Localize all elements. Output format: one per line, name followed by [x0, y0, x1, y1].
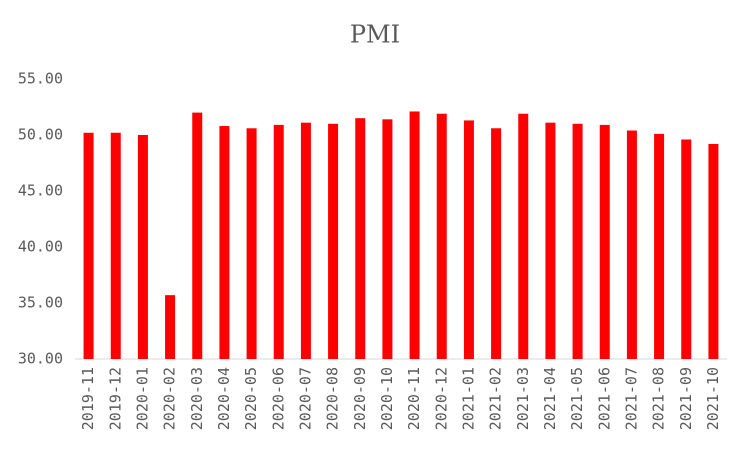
bar — [355, 118, 366, 359]
bar — [436, 113, 447, 359]
bar — [572, 123, 583, 359]
bar — [681, 139, 692, 359]
x-tick-label: 2020-05 — [242, 367, 260, 430]
x-tick-label: 2021-09 — [677, 367, 695, 430]
x-tick-label: 2020-03 — [188, 367, 206, 430]
bar — [491, 128, 502, 359]
bar — [273, 124, 284, 359]
x-tick-label: 2021-03 — [514, 367, 532, 430]
y-tick-label: 40.00 — [18, 238, 63, 256]
x-tick-label: 2020-07 — [296, 367, 314, 430]
x-tick-label: 2019-11 — [79, 367, 97, 430]
bar — [626, 130, 637, 359]
bar — [654, 133, 665, 359]
x-tick-label: 2020-09 — [351, 367, 369, 430]
bar — [545, 122, 556, 360]
bar — [137, 135, 148, 359]
x-tick-label: 2020-08 — [324, 367, 342, 430]
x-tick-label: 2020-06 — [269, 367, 287, 430]
bar — [165, 295, 176, 359]
bar — [708, 143, 719, 359]
y-tick-label: 35.00 — [18, 294, 63, 312]
chart-title: PMI — [350, 21, 400, 49]
bar — [599, 124, 610, 359]
bar — [518, 113, 529, 359]
bar — [463, 120, 474, 359]
y-tick-label: 50.00 — [18, 126, 63, 144]
x-tick-label: 2020-12 — [432, 367, 450, 430]
bar — [83, 132, 94, 359]
bar — [409, 111, 420, 359]
x-tick-label: 2021-04 — [541, 367, 559, 430]
bar — [300, 122, 311, 360]
x-tick-label: 2021-06 — [595, 367, 613, 430]
bar — [110, 132, 121, 359]
bar — [192, 112, 203, 359]
x-tick-label: 2020-10 — [378, 367, 396, 430]
x-tick-label: 2021-05 — [568, 367, 586, 430]
y-tick-label: 30.00 — [18, 350, 63, 368]
bar — [246, 128, 257, 359]
bar — [382, 119, 393, 359]
x-tick-label: 2021-10 — [704, 367, 722, 430]
bar — [328, 123, 339, 359]
x-tick-label: 2020-01 — [133, 367, 151, 430]
x-tick-label: 2020-11 — [405, 367, 423, 430]
x-tick-label: 2019-12 — [106, 367, 124, 430]
x-tick-label: 2021-07 — [622, 367, 640, 430]
x-tick-label: 2020-02 — [161, 367, 179, 430]
y-tick-label: 45.00 — [18, 182, 63, 200]
x-tick-label: 2021-01 — [459, 367, 477, 430]
y-tick-label: 55.00 — [18, 70, 63, 88]
x-tick-label: 2021-08 — [650, 367, 668, 430]
x-tick-label: 2020-04 — [215, 367, 233, 430]
x-tick-label: 2021-02 — [487, 367, 505, 430]
bar — [219, 126, 230, 359]
